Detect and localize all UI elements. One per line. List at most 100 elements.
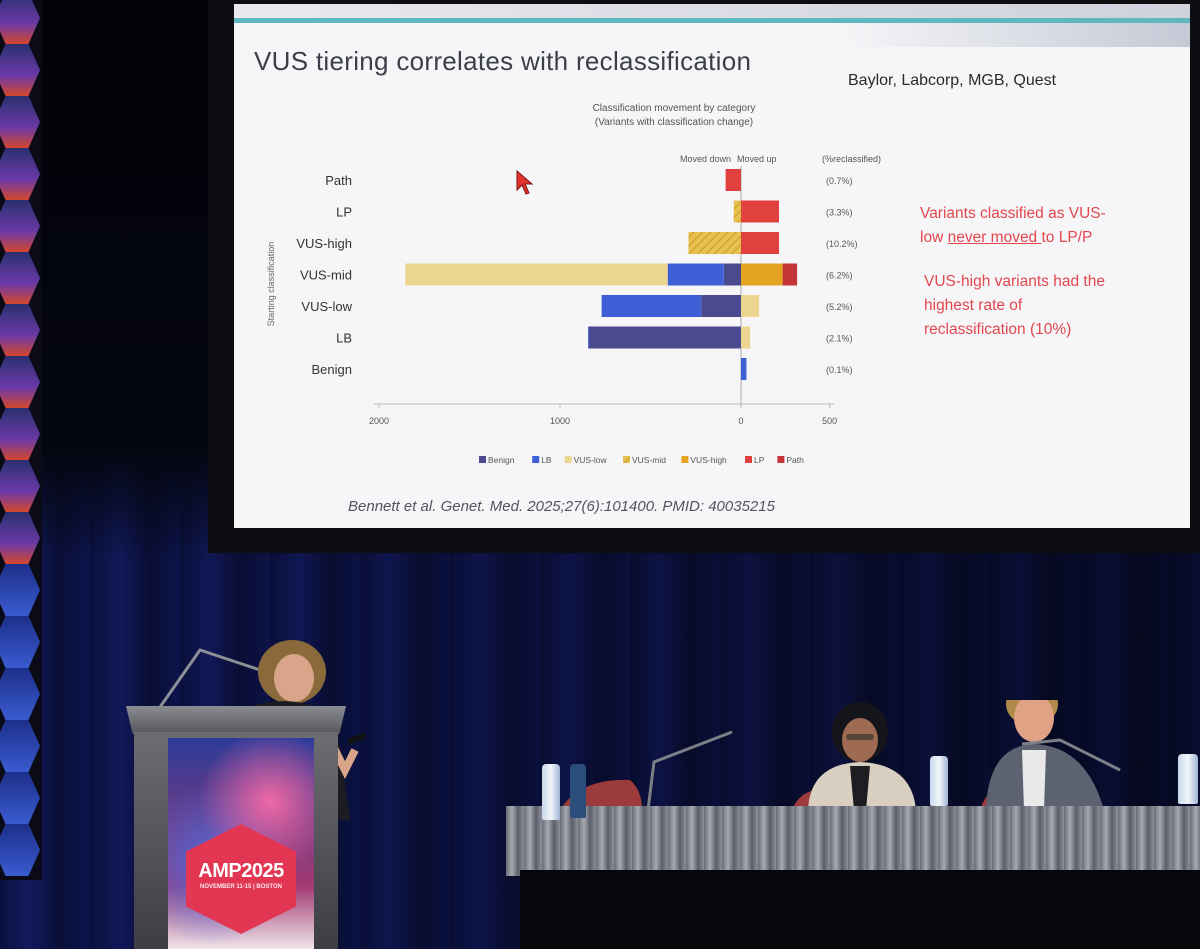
legend-swatch xyxy=(777,456,785,463)
water-bottle xyxy=(1178,754,1198,804)
pct-reclassified-label: (2.1%) xyxy=(826,334,853,344)
bar-benign-vus-low xyxy=(701,295,741,317)
bar-lp-vus-high xyxy=(741,232,780,254)
legend-swatch xyxy=(623,456,630,463)
pct-reclassified-label: (5.2%) xyxy=(826,302,853,312)
legend-swatch xyxy=(564,456,572,463)
legend-swatch xyxy=(479,456,486,463)
led-hexagon xyxy=(0,96,40,148)
x-tick-label: 500 xyxy=(822,416,837,426)
callout-1-pre: low xyxy=(920,229,948,246)
slide-top-bar xyxy=(234,4,1190,18)
legend-label: VUS-low xyxy=(574,455,608,465)
callout-1-underlined: never moved xyxy=(947,229,1042,246)
callout-1-line-2: low never moved to LP/P xyxy=(920,226,1106,250)
bar-vus-low-lb xyxy=(741,326,751,349)
reclassification-chart: Classification movement by category (Vari… xyxy=(266,103,881,465)
bar-lp-path xyxy=(725,169,741,191)
led-hexagon xyxy=(0,356,40,408)
led-hexagon xyxy=(0,772,40,824)
led-hexagon xyxy=(0,252,40,304)
bar-lb-lb xyxy=(588,326,589,349)
bar-lb-vus-low xyxy=(601,295,702,317)
amp-logo-subtext: NOVEMBER 11-15 | BOSTON xyxy=(200,884,282,890)
bar-vus-mid-lp xyxy=(733,200,741,223)
bar-path-vus-mid xyxy=(782,263,798,286)
table-skirt xyxy=(506,806,1200,876)
bar-benign-lb xyxy=(588,326,741,349)
bar-vus-high-vus-mid xyxy=(741,263,783,286)
presentation-slide: VUS tiering correlates with reclassifica… xyxy=(234,4,1190,528)
bar-lb-vus-mid xyxy=(667,263,724,286)
panelists xyxy=(560,700,1121,811)
panel-table xyxy=(506,806,1200,949)
legend-swatch xyxy=(745,456,752,463)
x-tick-label: 1000 xyxy=(550,416,570,426)
moved-up-header: Moved up xyxy=(737,154,777,164)
water-bottle xyxy=(930,756,948,806)
callout-highest-rate: VUS-high variants had the highest rate o… xyxy=(924,270,1105,342)
slide-title: VUS tiering correlates with reclassifica… xyxy=(254,46,752,76)
callout-1-post: to LP/P xyxy=(1041,229,1093,246)
bar-benign-vus-mid xyxy=(723,263,741,286)
callout-2-line-1: VUS-high variants had the xyxy=(924,273,1105,290)
pct-reclassified-label: (0.7%) xyxy=(826,176,853,186)
x-tick-label: 2000 xyxy=(369,416,389,426)
legend-label: Path xyxy=(786,455,804,465)
pct-reclassified-label: (3.3%) xyxy=(826,208,853,218)
slide-accent-stripe xyxy=(234,18,1190,23)
legend-label: Benign xyxy=(488,455,515,465)
led-hexagon xyxy=(0,616,40,668)
callout-2-line-2: highest rate of xyxy=(924,297,1023,314)
category-label: VUS-high xyxy=(296,236,352,251)
pct-reclassified-label: (6.2%) xyxy=(826,271,853,281)
led-hexagon xyxy=(0,200,40,252)
bar-vus-low-vus-mid xyxy=(405,263,668,286)
chart-title-line-1: Classification movement by category xyxy=(593,103,756,114)
pct-reclassified-label: (0.1%) xyxy=(826,365,853,375)
led-hexagon-wall xyxy=(0,0,42,880)
legend-swatch xyxy=(681,456,689,463)
podium-top xyxy=(126,706,346,734)
led-hexagon xyxy=(0,512,40,564)
led-hexagon xyxy=(0,0,40,44)
led-hexagon xyxy=(0,304,40,356)
bar-vus-low-vus-low xyxy=(741,295,760,317)
legend-label: VUS-high xyxy=(690,455,727,465)
bar-vus-mid-vus-high xyxy=(688,232,741,254)
bar-lb-benign xyxy=(741,358,747,380)
legend-label: LB xyxy=(541,455,552,465)
category-label: Benign xyxy=(312,362,352,377)
moved-down-header: Moved down xyxy=(680,154,731,164)
led-hexagon xyxy=(0,824,40,876)
category-label: LB xyxy=(336,331,352,346)
slide-affiliations: Baylor, Labcorp, MGB, Quest xyxy=(848,72,1057,89)
legend-swatch xyxy=(532,456,540,463)
led-hexagon xyxy=(0,668,40,720)
callout-never-moved: Variants classified as VUS- low never mo… xyxy=(920,202,1106,250)
category-label: VUS-mid xyxy=(300,268,352,283)
callout-2-line-3: reclassification (10%) xyxy=(924,321,1072,338)
category-label: Path xyxy=(325,173,352,188)
legend-label: LP xyxy=(754,455,765,465)
chart-title-line-2: (Variants with classification change) xyxy=(595,117,753,128)
amp-logo-text: AMP2025 xyxy=(198,860,284,882)
water-bottle-blue xyxy=(570,764,586,818)
slide-accent-gradient xyxy=(834,23,1190,47)
led-hexagon xyxy=(0,564,40,616)
y-axis-label: Starting classification xyxy=(266,242,276,327)
category-label: VUS-low xyxy=(301,299,352,314)
slide-citation: Bennett et al. Genet. Med. 2025;27(6):10… xyxy=(348,498,775,515)
x-tick-label: 0 xyxy=(738,416,743,426)
led-hexagon xyxy=(0,408,40,460)
mouse-cursor-icon xyxy=(516,170,534,195)
led-hexagon xyxy=(0,44,40,96)
led-hexagon xyxy=(0,460,40,512)
callout-1-line-1: Variants classified as VUS- xyxy=(920,205,1106,222)
led-hexagon xyxy=(0,720,40,772)
led-hexagon xyxy=(0,148,40,200)
podium: AMP2025 NOVEMBER 11-15 | BOSTON xyxy=(126,706,346,949)
water-bottle xyxy=(542,764,560,820)
legend-label: VUS-mid xyxy=(632,455,666,465)
pct-reclassified-header: (%reclassified) xyxy=(822,154,881,164)
